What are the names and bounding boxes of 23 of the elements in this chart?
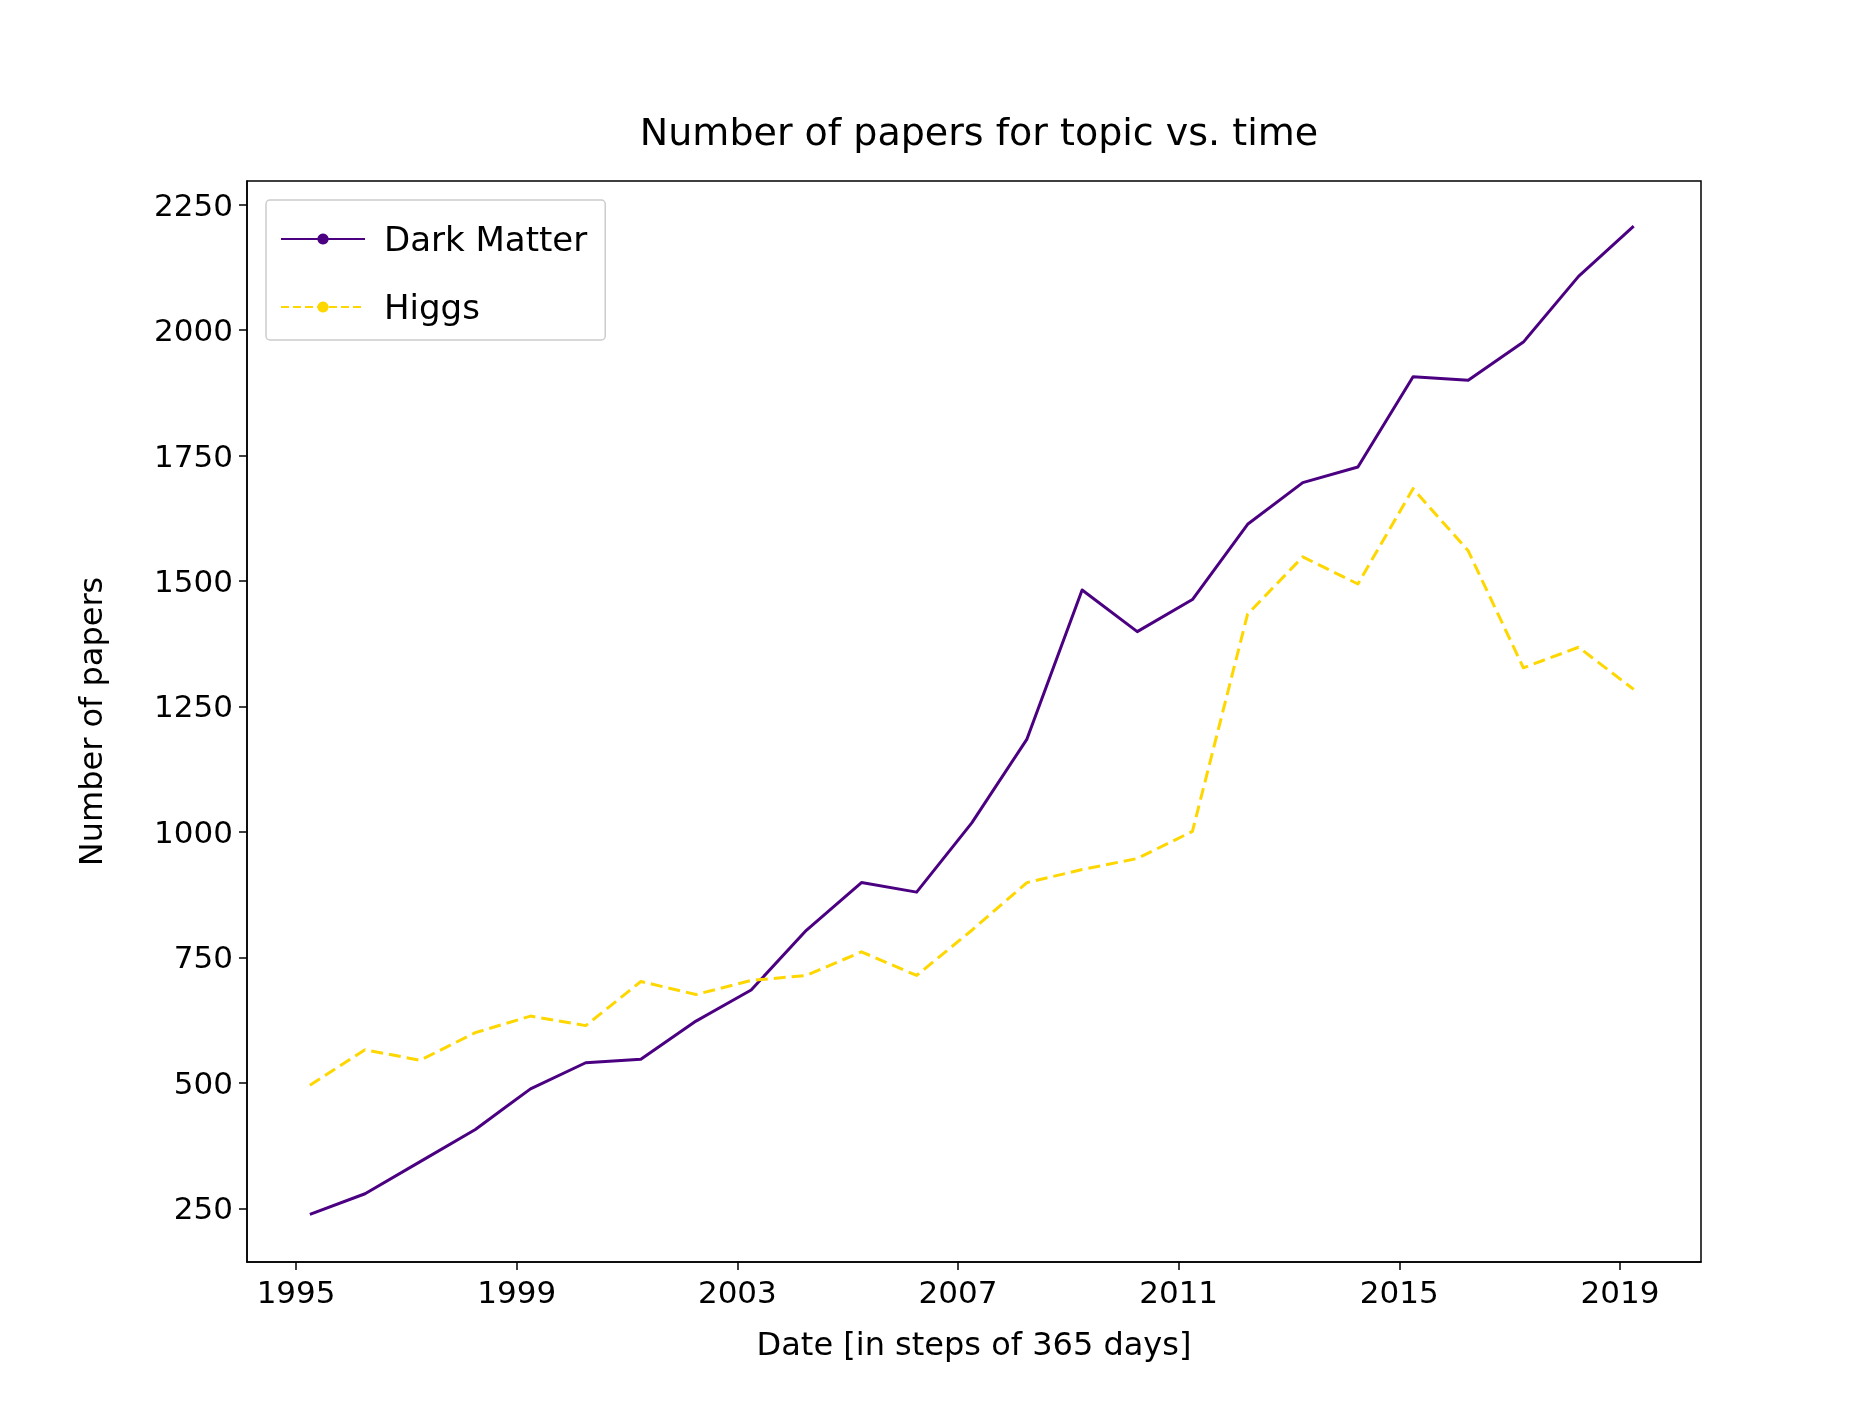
x-tick-label: 2007	[918, 1273, 998, 1310]
y-tick-label: 1000	[154, 813, 233, 850]
legend-label: Dark Matter	[384, 219, 588, 259]
x-tick-label: 2015	[1359, 1273, 1439, 1310]
x-tick-label: 1999	[477, 1273, 557, 1310]
y-tick-label: 500	[173, 1064, 233, 1101]
x-axis-title: Date [in steps of 365 days]	[756, 1325, 1192, 1363]
y-tick-label: 250	[173, 1190, 233, 1227]
line-series	[308, 224, 1636, 1216]
x-tick-label: 2003	[697, 1273, 777, 1310]
y-tick-label: 2000	[154, 312, 233, 349]
y-tick-label: 2250	[154, 186, 233, 223]
chart-title: Number of papers for topic vs. time	[639, 110, 1319, 154]
line-series	[308, 487, 1636, 1087]
x-tick-label: 2019	[1580, 1273, 1660, 1310]
x-tick-label: 1995	[256, 1273, 336, 1310]
y-axis-title: Number of papers	[72, 576, 110, 867]
x-tick-label: 2011	[1139, 1273, 1219, 1310]
y-tick-label: 1250	[154, 688, 233, 725]
legend-label: Higgs	[384, 287, 480, 327]
y-tick-label: 1750	[154, 437, 233, 474]
y-tick-label: 1500	[154, 562, 233, 599]
y-tick-label: 750	[173, 939, 233, 976]
